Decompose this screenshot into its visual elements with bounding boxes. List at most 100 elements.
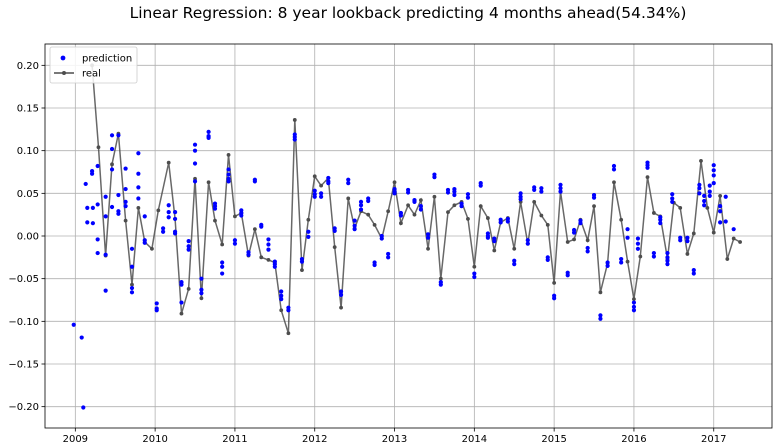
prediction-point <box>103 252 108 257</box>
prediction-point <box>136 196 141 201</box>
real-point <box>638 254 643 259</box>
real-point <box>199 296 204 301</box>
prediction-point <box>539 186 544 191</box>
prediction-point <box>532 187 537 193</box>
prediction-point <box>109 204 115 210</box>
prediction-point <box>379 236 384 241</box>
prediction-point <box>697 186 702 191</box>
prediction-point <box>272 264 277 269</box>
prediction-point <box>702 193 707 198</box>
prediction-point <box>319 191 324 196</box>
y-tick-label: 0.05 <box>17 189 39 200</box>
real-point <box>598 290 603 295</box>
real-point <box>292 118 297 122</box>
prediction-point <box>545 257 550 262</box>
real-point <box>300 268 304 273</box>
real-point <box>150 246 154 251</box>
prediction-point <box>220 260 225 265</box>
prediction-point <box>651 254 656 259</box>
real-point <box>306 217 311 222</box>
real-point <box>96 145 101 150</box>
legend-box <box>49 46 138 84</box>
x-tick-label: 2010 <box>142 434 167 445</box>
real-point <box>565 240 570 244</box>
prediction-point <box>635 236 641 241</box>
prediction-point <box>252 179 257 184</box>
prediction-series <box>71 129 736 410</box>
y-tick-label: −0.05 <box>8 274 39 285</box>
real-point <box>512 246 517 251</box>
prediction-point <box>186 247 191 252</box>
prediction-point <box>585 245 590 251</box>
prediction-point <box>179 300 184 305</box>
real-point <box>486 216 490 220</box>
real-point <box>392 180 397 185</box>
prediction-point <box>95 202 100 207</box>
prediction-point <box>412 199 417 204</box>
prediction-point <box>192 179 198 184</box>
prediction-point <box>645 165 650 170</box>
real-point <box>691 231 696 236</box>
prediction-point <box>226 167 231 172</box>
prediction-point <box>358 207 364 212</box>
prediction-point <box>707 183 712 188</box>
prediction-point <box>85 220 90 225</box>
prediction-point <box>306 234 311 239</box>
prediction-point <box>226 179 231 184</box>
prediction-point <box>485 235 491 240</box>
prediction-point <box>129 285 135 291</box>
prediction-point <box>206 129 211 134</box>
prediction-point <box>691 268 696 273</box>
real-point <box>645 175 650 180</box>
prediction-point <box>109 167 115 172</box>
prediction-point <box>172 231 178 236</box>
prediction-point <box>103 288 108 293</box>
prediction-point <box>109 146 115 152</box>
prediction-point <box>459 204 464 209</box>
prediction-point <box>386 255 391 260</box>
prediction-point <box>598 313 603 318</box>
prediction-point <box>505 219 510 224</box>
real-point <box>286 331 291 336</box>
prediction-point <box>425 232 431 237</box>
prediction-point <box>558 189 563 194</box>
real-point <box>612 180 616 185</box>
prediction-point <box>366 198 371 204</box>
prediction-point <box>279 297 284 302</box>
prediction-point <box>651 250 656 256</box>
prediction-point <box>71 322 76 327</box>
prediction-point <box>723 194 728 199</box>
prediction-point <box>266 242 271 247</box>
prediction-point <box>109 133 115 138</box>
real-point <box>446 210 450 215</box>
real-point <box>592 204 596 209</box>
real-point <box>266 257 271 262</box>
prediction-point <box>85 205 90 210</box>
prediction-point <box>605 263 610 268</box>
prediction-point <box>142 240 147 245</box>
prediction-point <box>186 244 191 249</box>
prediction-point <box>702 198 707 204</box>
prediction-point <box>512 262 517 267</box>
prediction-point <box>658 221 663 226</box>
prediction-point <box>711 173 716 178</box>
prediction-point <box>136 151 141 156</box>
prediction-point <box>711 163 716 168</box>
prediction-point <box>418 204 423 209</box>
real-point <box>552 281 557 285</box>
y-tick-label: −0.20 <box>8 402 39 413</box>
real-point <box>233 214 237 219</box>
y-tick-label: 0.00 <box>17 232 39 243</box>
real-point <box>156 208 161 213</box>
prediction-point <box>312 194 317 199</box>
prediction-point <box>279 289 284 294</box>
prediction-point <box>312 188 317 193</box>
prediction-point <box>166 203 171 208</box>
prediction-point <box>232 241 238 246</box>
real-point <box>130 282 134 287</box>
prediction-point <box>718 204 723 209</box>
prediction-point <box>206 135 211 140</box>
real-point <box>226 153 231 157</box>
prediction-point <box>392 191 397 196</box>
real-point <box>179 311 184 316</box>
